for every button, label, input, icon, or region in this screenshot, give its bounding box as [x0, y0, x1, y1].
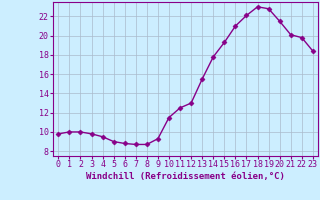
X-axis label: Windchill (Refroidissement éolien,°C): Windchill (Refroidissement éolien,°C) — [86, 172, 285, 181]
